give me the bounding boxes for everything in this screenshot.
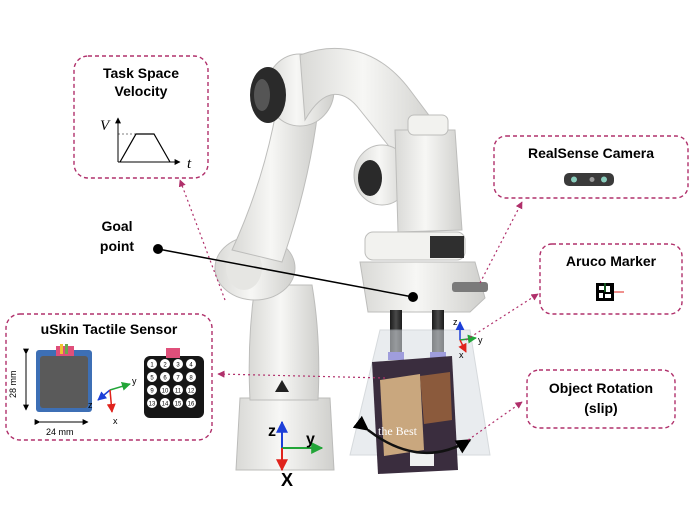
taxel-cell bbox=[173, 359, 183, 369]
aruco-callout: Aruco Marker bbox=[539, 243, 683, 315]
aruco-title: Aruco Marker bbox=[566, 253, 657, 269]
realsense-camera-icon bbox=[564, 173, 614, 186]
snack-package: the Best bbox=[349, 329, 491, 474]
taxel-number: 2 bbox=[163, 363, 167, 369]
taxel-cell bbox=[160, 398, 170, 408]
realsense-callout: RealSense Camera bbox=[493, 135, 689, 199]
taxel-number: 3 bbox=[176, 363, 180, 369]
gripper-axis-y: y bbox=[478, 335, 483, 345]
taxel-cell bbox=[173, 372, 183, 382]
taxel-number: 1 bbox=[150, 363, 154, 369]
goal-label-2: point bbox=[100, 238, 135, 254]
aruco-pointer bbox=[465, 293, 539, 341]
taxel-number: 14 bbox=[162, 402, 169, 408]
goal-label-1: Goal bbox=[101, 218, 132, 234]
taxel-number: 6 bbox=[163, 376, 167, 382]
aruco-marker-icon bbox=[596, 283, 624, 301]
taxel-cell bbox=[160, 359, 170, 369]
rotation-arrow bbox=[352, 415, 472, 455]
taxel-cell bbox=[186, 385, 196, 395]
base-axis-z: z bbox=[268, 423, 276, 440]
uskin-dim-vertical: 28 mm bbox=[8, 370, 18, 398]
object-rotation-callout: Object Rotation (slip) bbox=[526, 369, 676, 429]
taxel-number: 9 bbox=[150, 389, 154, 395]
object-rotation-title-2: (slip) bbox=[584, 400, 617, 416]
taxel-cell bbox=[147, 398, 157, 408]
taxel-cell bbox=[173, 398, 183, 408]
uskin-dim-horizontal: 24 mm bbox=[46, 427, 74, 437]
velocity-axis-t: t bbox=[187, 156, 192, 172]
uskin-title: uSkin Tactile Sensor bbox=[41, 321, 178, 337]
gripper-axis-z: z bbox=[453, 317, 458, 327]
uskin-sensor-photo bbox=[36, 344, 92, 412]
base-frame-axes: z y X bbox=[268, 420, 324, 490]
goal-dot-right bbox=[408, 292, 418, 302]
uskin-callout: uSkin Tactile Sensor 28 mm 24 mm y z x 1… bbox=[5, 313, 213, 441]
realsense-title: RealSense Camera bbox=[528, 145, 654, 161]
taxel-cell bbox=[147, 359, 157, 369]
taxel-number: 11 bbox=[175, 389, 182, 395]
taxel-number: 13 bbox=[149, 402, 156, 408]
taxel-number: 8 bbox=[189, 376, 193, 382]
base-axis-y: y bbox=[306, 431, 315, 448]
taxel-cell bbox=[186, 398, 196, 408]
gripper-axis-x: x bbox=[459, 350, 464, 360]
taxel-number: 16 bbox=[188, 402, 195, 408]
task-space-velocity-callout: Task Space Velocity V t bbox=[73, 55, 209, 179]
uskin-axis-y: y bbox=[132, 376, 137, 386]
taxel-cell bbox=[186, 359, 196, 369]
task-space-title-1: Task Space bbox=[103, 65, 179, 81]
uskin-axis-z: z bbox=[88, 400, 93, 410]
taxel-cell bbox=[147, 372, 157, 382]
taxel-number: 15 bbox=[175, 402, 182, 408]
taxel-cell bbox=[160, 385, 170, 395]
taxel-cell bbox=[147, 385, 157, 395]
uskin-sensor-axes: y z x bbox=[88, 376, 137, 426]
gripper-frame-axes: z y x bbox=[453, 317, 483, 360]
realsense-pointer bbox=[479, 201, 523, 284]
taxel-number: 12 bbox=[188, 389, 195, 395]
goal-point-annotation: Goal point bbox=[100, 218, 418, 302]
base-axis-x: X bbox=[281, 470, 293, 490]
task-space-title-2: Velocity bbox=[115, 83, 168, 99]
object-rotation-pointer bbox=[467, 401, 523, 441]
object-rotation-title-1: Object Rotation bbox=[549, 380, 653, 396]
package-brand: the Best bbox=[378, 424, 418, 438]
task-space-pointer bbox=[178, 179, 226, 301]
taxel-cell bbox=[160, 372, 170, 382]
uskin-axis-x: x bbox=[113, 416, 118, 426]
taxel-number: 4 bbox=[189, 363, 193, 369]
taxel-number: 7 bbox=[176, 376, 180, 382]
taxel-number: 5 bbox=[150, 376, 154, 382]
taxel-cell bbox=[173, 385, 183, 395]
taxel-number: 10 bbox=[162, 389, 169, 395]
robot-arm bbox=[214, 48, 488, 471]
velocity-axis-v: V bbox=[100, 118, 111, 134]
taxel-cell bbox=[186, 372, 196, 382]
